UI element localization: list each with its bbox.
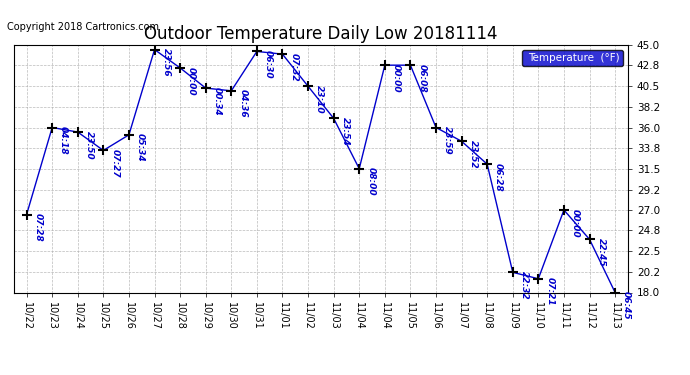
Text: 23:59: 23:59 [443,126,452,155]
Text: 23:56: 23:56 [161,48,170,77]
Text: 04:18: 04:18 [59,126,68,155]
Text: 23:10: 23:10 [315,85,324,114]
Text: 22:32: 22:32 [520,271,529,300]
Text: 23:52: 23:52 [469,140,477,168]
Text: 00:00: 00:00 [392,64,401,92]
Text: 23:54: 23:54 [341,117,350,146]
Text: 07:27: 07:27 [110,149,119,178]
Text: 06:45: 06:45 [622,291,631,320]
Text: 05:34: 05:34 [136,134,145,162]
Text: 07:21: 07:21 [545,278,554,306]
Text: 00:34: 00:34 [213,87,221,116]
Text: 07:32: 07:32 [289,53,298,81]
Text: Copyright 2018 Cartronics.com: Copyright 2018 Cartronics.com [7,22,159,33]
Text: 04:36: 04:36 [238,90,247,118]
Text: 22:45: 22:45 [596,238,605,267]
Title: Outdoor Temperature Daily Low 20181114: Outdoor Temperature Daily Low 20181114 [144,26,497,44]
Text: 07:28: 07:28 [34,213,43,242]
Legend: Temperature  (°F): Temperature (°F) [522,50,622,66]
Text: 23:50: 23:50 [85,131,94,159]
Text: 06:08: 06:08 [417,64,426,92]
Text: 06:30: 06:30 [264,50,273,79]
Text: 08:00: 08:00 [366,167,375,196]
Text: 06:28: 06:28 [494,163,503,191]
Text: 00:00: 00:00 [187,66,196,95]
Text: 00:00: 00:00 [571,209,580,237]
